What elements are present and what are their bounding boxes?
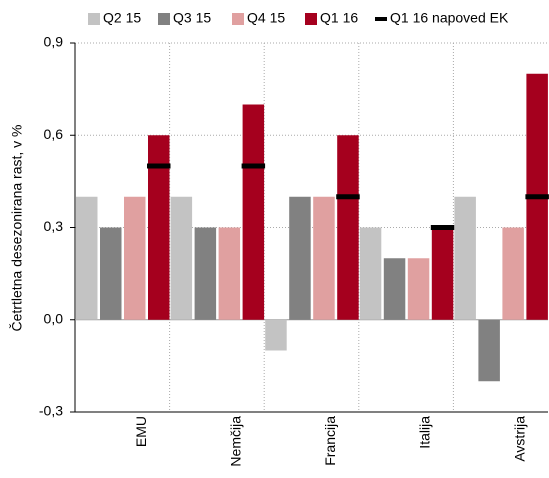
bar xyxy=(502,227,524,320)
legend-label: Q3 15 xyxy=(173,10,211,26)
bar xyxy=(337,135,359,320)
bar xyxy=(407,258,430,320)
bar xyxy=(383,258,406,320)
x-tick-label: Italija xyxy=(417,416,433,449)
legend-label: Q4 15 xyxy=(247,10,285,26)
bar xyxy=(218,227,241,320)
bar xyxy=(148,135,170,320)
bar xyxy=(170,196,193,320)
x-tick-label: Francija xyxy=(322,416,338,466)
legend-label: Q1 16 xyxy=(320,10,358,26)
bar xyxy=(454,196,476,320)
bar xyxy=(431,227,454,320)
y-tick-label: 0,6 xyxy=(44,126,64,142)
legend-label: Q1 16 napoved EK xyxy=(390,10,509,26)
bar xyxy=(242,104,265,320)
y-axis-label: Četrtletna desezonirana rast, v % xyxy=(9,125,25,332)
bar xyxy=(100,227,122,320)
legend-swatch xyxy=(88,13,100,25)
y-tick-label: 0,0 xyxy=(44,310,64,326)
legend-label: Q2 15 xyxy=(103,10,141,26)
y-tick-label: 0,9 xyxy=(44,34,64,50)
bar xyxy=(478,319,500,382)
legend-swatch xyxy=(232,13,244,25)
legend-swatch xyxy=(305,13,317,25)
y-tick-label: 0,3 xyxy=(44,218,64,234)
x-tick-label: EMU xyxy=(133,416,149,447)
bar xyxy=(265,319,287,351)
legend-swatch xyxy=(158,13,170,25)
bar xyxy=(76,196,98,320)
bar xyxy=(359,227,382,320)
bar xyxy=(124,196,146,320)
bar xyxy=(289,196,311,320)
x-tick-label: Nemčija xyxy=(228,416,244,467)
bar xyxy=(194,227,217,320)
y-tick-label: -0,3 xyxy=(39,403,63,419)
bar xyxy=(313,196,335,320)
x-tick-label: Avstrija xyxy=(511,416,527,462)
